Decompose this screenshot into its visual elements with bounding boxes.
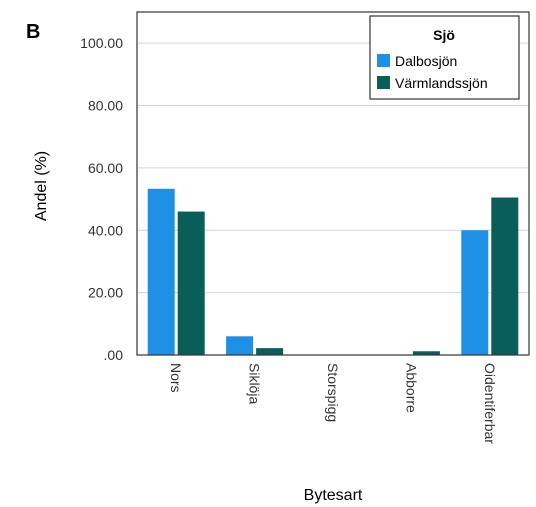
bar-varmlandssjon xyxy=(412,351,440,355)
legend-label-varmlandssjon: Värmlandssjön xyxy=(395,75,488,91)
legend-title: Sjö xyxy=(433,27,455,43)
plot-frame xyxy=(136,11,530,356)
bar-dalbosjon xyxy=(147,188,175,355)
x-tick-label: Storspigg xyxy=(325,363,341,422)
y-tick-label: 60.00 xyxy=(88,160,123,176)
bar-dalbosjon xyxy=(226,336,254,355)
y-tick-labels: .00 20.00 40.00 60.00 80.00 100.00 xyxy=(80,35,123,363)
y-tick-label: 80.00 xyxy=(88,98,123,114)
bar-dalbosjon xyxy=(461,230,489,355)
x-tick-label: Nors xyxy=(168,363,184,393)
legend: Sjö Dalbosjön Värmlandssjön xyxy=(369,15,520,100)
bar-varmlandssjon xyxy=(491,197,519,355)
x-tick-labels: Nors Siklöja Storspigg Abborre Oidentiferbar xyxy=(168,363,498,444)
legend-swatch-varmlandssjon xyxy=(377,76,390,89)
panel-label: B xyxy=(26,21,40,43)
bars xyxy=(147,188,519,355)
y-axis-title: Andel (%) xyxy=(33,151,50,221)
x-tick-label: Siklöja xyxy=(247,363,263,404)
y-tick-label: .00 xyxy=(104,347,124,363)
bar-varmlandssjon xyxy=(256,348,284,355)
y-tick-label: 40.00 xyxy=(88,222,123,238)
legend-box xyxy=(369,15,520,100)
legend-label-dalbosjon: Dalbosjön xyxy=(395,53,457,69)
x-tick-label: Abborre xyxy=(403,363,419,413)
bar-varmlandssjon xyxy=(177,211,205,355)
y-tick-label: 20.00 xyxy=(88,285,123,301)
y-tick-label: 100.00 xyxy=(80,35,123,51)
legend-swatch-dalbosjon xyxy=(377,54,390,67)
x-axis-title: Bytesart xyxy=(304,487,363,504)
x-tick-label: Oidentiferbar xyxy=(482,363,498,444)
